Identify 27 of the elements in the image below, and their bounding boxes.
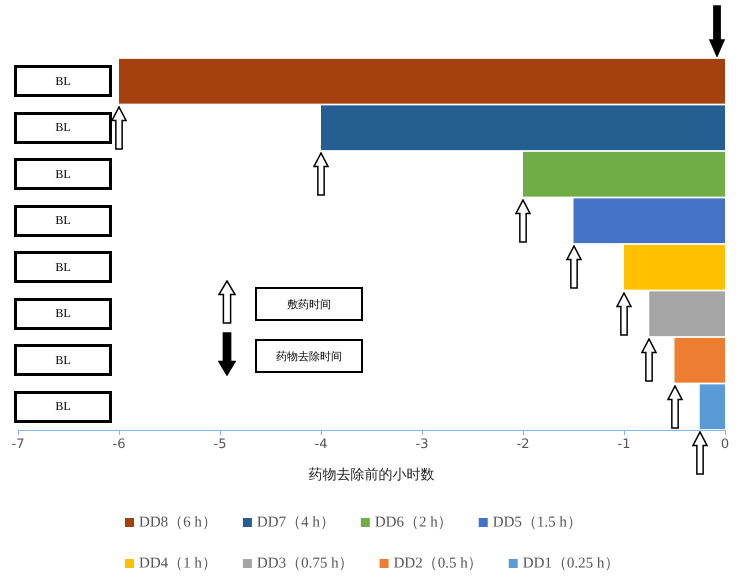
x-axis-title: 药物去除前的小时数: [308, 467, 434, 483]
legend-label: DD3（0.75 h）: [256, 556, 354, 572]
key-box: 药物去除时间: [255, 339, 364, 374]
legend-label: DD8（6 h）: [139, 514, 217, 530]
x-tick-label: -1: [618, 437, 630, 452]
label-box: BL: [14, 204, 112, 237]
x-tick-label: -7: [12, 437, 24, 452]
label-box: BL: [14, 251, 112, 284]
x-tick-label: 0: [720, 437, 730, 452]
label-box: BL: [14, 112, 112, 144]
x-tick-label: -2: [516, 437, 530, 452]
legend-label: DD5（1.5 h）: [492, 514, 582, 530]
legend-label: DD7（4 h）: [256, 514, 335, 530]
label-box: BL: [14, 298, 112, 330]
label-box: BL: [14, 158, 112, 190]
key-box: 敷药时间: [255, 287, 364, 322]
label-box: BL: [14, 344, 112, 376]
legend-label: DD4（1 h）: [139, 556, 217, 572]
x-tick-label: -5: [214, 437, 226, 452]
legend-label: DD6（2 h）: [374, 514, 453, 530]
x-tick-label: -3: [416, 437, 428, 452]
legend-label: DD1（0.25 h）: [522, 556, 620, 572]
label-box: BL: [14, 65, 112, 98]
label-box: BL: [14, 390, 112, 423]
x-tick-label: -6: [112, 437, 126, 452]
x-tick-label: -4: [314, 437, 328, 452]
legend-label: DD2（0.5 h）: [394, 556, 483, 572]
